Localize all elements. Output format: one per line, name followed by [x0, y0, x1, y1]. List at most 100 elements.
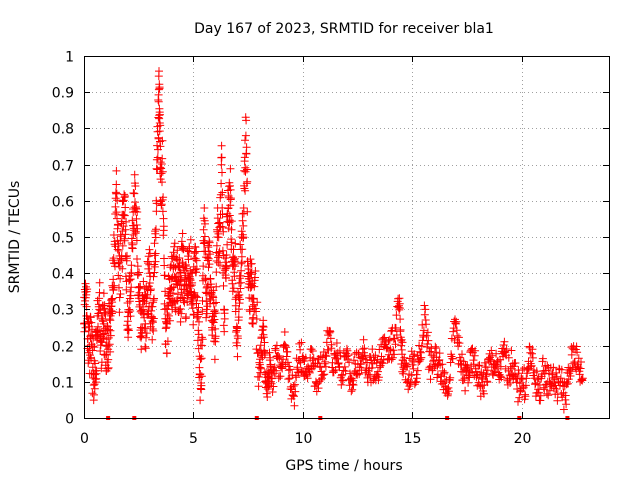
- data-point: [90, 384, 99, 393]
- data-point: [127, 283, 136, 292]
- data-point: [538, 354, 547, 363]
- data-points: [80, 67, 587, 420]
- data-point: [481, 372, 490, 381]
- data-point: [220, 327, 229, 336]
- data-point: [243, 165, 251, 174]
- data-point: [297, 338, 306, 347]
- data-point: [100, 301, 109, 310]
- data-point: [131, 182, 140, 190]
- data-point: [225, 211, 234, 220]
- data-point: [239, 209, 248, 218]
- data-point: [116, 274, 125, 283]
- data-point: [131, 198, 139, 207]
- data-point: [202, 253, 210, 262]
- data-point: [511, 359, 520, 367]
- data-point: [306, 345, 315, 354]
- data-point: [218, 223, 227, 231]
- data-point: [178, 244, 187, 253]
- data-point: [148, 318, 157, 327]
- data-point: [379, 334, 388, 343]
- data-point: [104, 341, 113, 350]
- data-point: [157, 200, 166, 209]
- data-point: [521, 392, 530, 401]
- data-point: [289, 382, 298, 390]
- data-point: [236, 284, 245, 293]
- data-point: [339, 376, 347, 385]
- data-point: [121, 272, 130, 281]
- data-point: [496, 372, 505, 381]
- data-point: [241, 131, 250, 140]
- data-point: [440, 368, 449, 377]
- data-point: [428, 364, 437, 373]
- data-point: [118, 241, 127, 250]
- data-point: [419, 326, 428, 335]
- data-point: [199, 262, 208, 271]
- data-point: [232, 338, 241, 347]
- data-point: [337, 371, 346, 380]
- data-point: [247, 259, 256, 268]
- data-point: [309, 354, 318, 363]
- data-point: [156, 121, 165, 130]
- data-point: [149, 314, 158, 323]
- data-point: [552, 368, 561, 377]
- data-point: [423, 328, 432, 337]
- data-point: [160, 254, 168, 263]
- data-point: [124, 333, 133, 342]
- data-point: [191, 292, 200, 301]
- data-point: [229, 245, 238, 254]
- data-point: [145, 245, 154, 254]
- data-point: [269, 382, 278, 391]
- data-point: [531, 379, 540, 388]
- data-point: [106, 347, 115, 356]
- data-point: [239, 233, 248, 242]
- data-point: [98, 338, 107, 347]
- data-point: [114, 271, 123, 280]
- data-point: [562, 400, 571, 409]
- data-point: [121, 230, 130, 239]
- data-point: [252, 307, 261, 316]
- data-point: [120, 211, 129, 220]
- data-point: [467, 345, 476, 354]
- data-point: [189, 320, 198, 329]
- data-point: [211, 309, 220, 318]
- data-point: [105, 325, 113, 334]
- data-point: [295, 339, 304, 348]
- data-point: [194, 344, 203, 353]
- data-point: [152, 225, 160, 234]
- data-point: [142, 293, 151, 302]
- data-point: [90, 343, 99, 352]
- data-point: [185, 244, 194, 253]
- data-point: [197, 354, 206, 363]
- data-point: [159, 193, 168, 202]
- data-point: [321, 357, 330, 366]
- y-tick-label: 0.4: [52, 267, 74, 283]
- data-point: [180, 266, 189, 275]
- data-point: [209, 293, 218, 302]
- data-point: [527, 361, 536, 370]
- data-point: [92, 366, 101, 375]
- data-point: [159, 222, 168, 231]
- data-point: [275, 353, 284, 362]
- data-point: [448, 354, 457, 363]
- data-point: [514, 397, 522, 406]
- data-point: [283, 347, 292, 356]
- data-point: [192, 264, 201, 273]
- data-point: [104, 363, 113, 372]
- data-point: [558, 393, 567, 402]
- data-point: [368, 345, 377, 354]
- data-point: [241, 186, 250, 195]
- data-point: [237, 266, 246, 275]
- data-point: [149, 272, 158, 281]
- data-point: [270, 363, 279, 372]
- data-point: [344, 351, 353, 360]
- data-point: [191, 243, 200, 252]
- data-point: [149, 326, 158, 335]
- data-point: [384, 336, 393, 345]
- data-point: [176, 276, 185, 285]
- data-point: [119, 197, 127, 206]
- data-point: [447, 350, 456, 359]
- data-point: [199, 239, 208, 248]
- data-point: [234, 305, 243, 314]
- data-point: [112, 166, 121, 175]
- data-point: [296, 358, 305, 367]
